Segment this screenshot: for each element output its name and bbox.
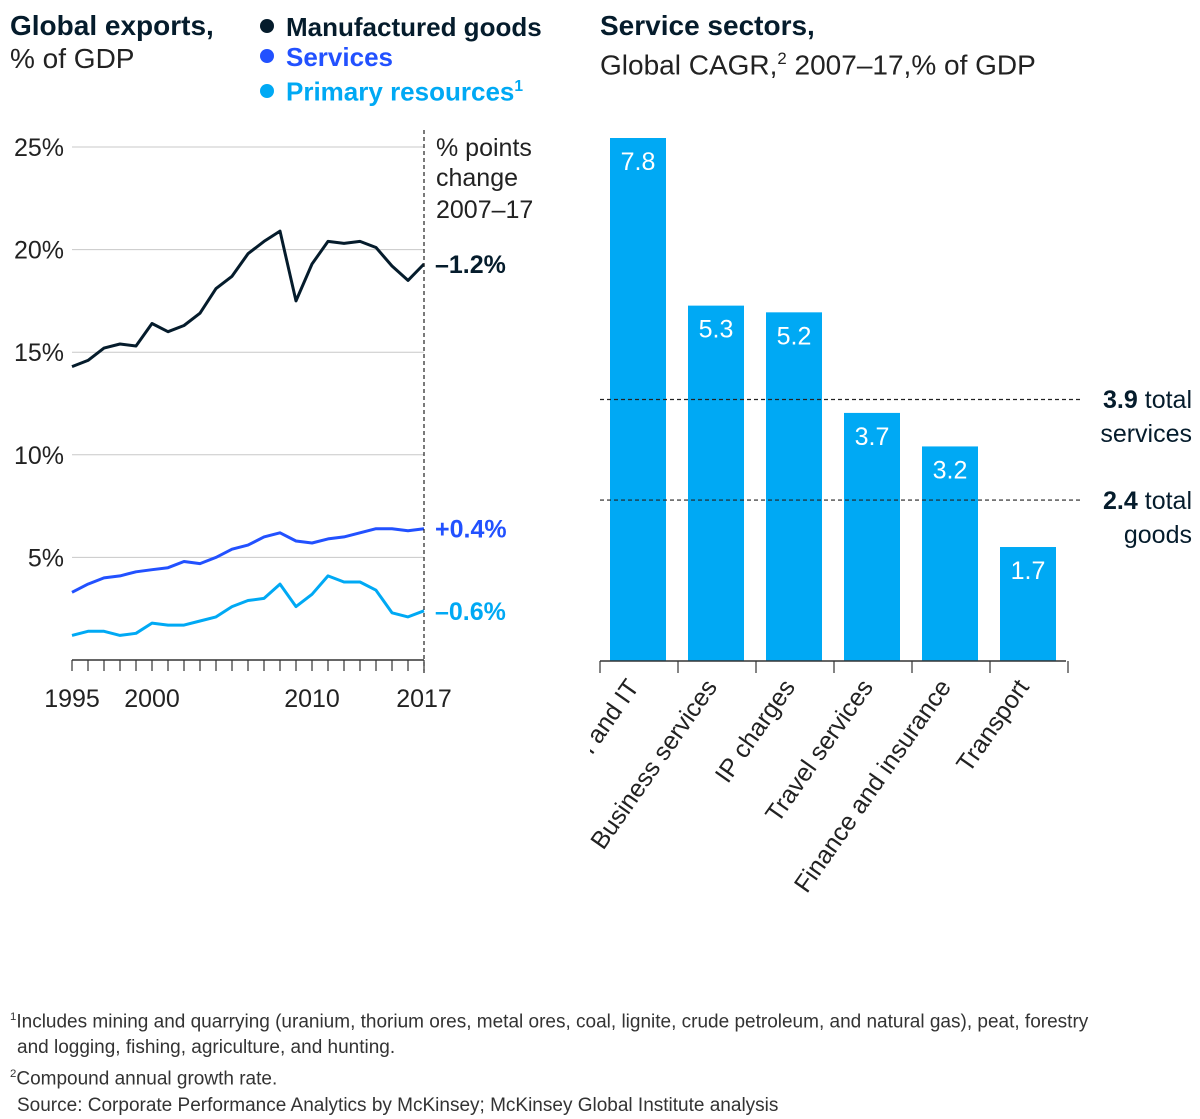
bar-value-label: 1.7 (1011, 557, 1046, 585)
bar-chart-reference-lines (600, 398, 1080, 501)
right-chart-header: Service sectors, Global CAGR,2 2007–17,%… (600, 10, 1036, 82)
bar-value-label: 5.3 (699, 316, 734, 344)
legend-label: Services (286, 42, 393, 72)
x-tick-label: 2010 (284, 685, 340, 713)
ref-goods-label: 2.4 total (1103, 487, 1192, 515)
legend-dot-icon (260, 83, 274, 98)
bar-value-label: 7.8 (621, 148, 656, 176)
source-note: Source: Corporate Performance Analytics … (17, 1094, 779, 1116)
left-chart-subtitle: % of GDP (10, 43, 135, 74)
category-label: Finance and insurance (789, 674, 957, 897)
footnote-marker: 1 (514, 78, 524, 95)
y-tick-label: 20% (14, 237, 64, 265)
line-chart-x-ticks: 1995 2000 2010 2017 (44, 660, 452, 713)
x-tick-label: 1995 (44, 685, 100, 713)
line-chart-grid: 25% 20% 15% 10% 5% (14, 134, 424, 572)
change-header-line2: change (436, 164, 518, 192)
series-line-2 (71, 574, 425, 637)
series-line-1 (71, 527, 425, 594)
ref-goods-label-2: goods (1124, 521, 1192, 549)
bar (922, 446, 978, 661)
footnote-marker: 2 (777, 49, 787, 68)
footnotes: 1Includes mining and quarrying (uranium,… (10, 1004, 1195, 1119)
ref-services-label: 3.9 total (1103, 386, 1192, 414)
bar (844, 412, 900, 661)
y-tick-label: 15% (14, 339, 64, 367)
change-header-line3: 2007–17 (436, 196, 533, 224)
footnote-marker: 2 (10, 1068, 17, 1081)
y-tick-label: 5% (28, 544, 64, 572)
bar (688, 305, 744, 661)
footnote-1-cont: and logging, fishing, agriculture, and h… (17, 1037, 396, 1059)
legend-label: Primary resources (286, 76, 515, 107)
x-tick-label: 2000 (124, 685, 180, 713)
footnote-2: 2Compound annual growth rate. (10, 1061, 1195, 1092)
bar-chart: 7.8 5.3 5.2 3.7 3.2 1.7 Telecom and ITBusines… (590, 138, 1192, 898)
change-value-1: +0.4% (435, 516, 507, 544)
change-value-0: –1.2% (435, 251, 506, 279)
footnote-marker: 1 (10, 1011, 17, 1023)
left-chart-title: Global exports, (10, 10, 214, 41)
right-chart-subtitle: Global CAGR,2 2007–17,% of GDP (600, 42, 1036, 82)
footnote-1: 1Includes mining and quarrying (uranium,… (10, 1004, 1195, 1035)
legend-item-manufactured: Manufactured goods (260, 12, 542, 42)
bar (766, 312, 822, 661)
change-values: –1.2% +0.4% –0.6% (435, 251, 507, 626)
series-line-0 (71, 229, 426, 368)
line-chart: 25% 20% 15% 10% 5% 1995 2000 2010 2017 % points… (14, 130, 533, 713)
subtitle-text: Global CAGR, (600, 49, 778, 81)
ref-services-label-2: services (1100, 420, 1192, 448)
subtitle-rest: 2007–17,% of GDP (786, 49, 1036, 81)
change-header-line1: % points (436, 134, 532, 162)
y-tick-label: 25% (14, 134, 64, 162)
change-value-2: –0.6% (435, 598, 506, 626)
bar-value-label: 3.2 (933, 456, 968, 484)
footnote-1-text: Includes mining and quarrying (uranium, … (16, 1011, 1089, 1033)
legend-item-services: Services (260, 42, 542, 72)
line-chart-series (71, 229, 426, 637)
category-label: Transport (951, 674, 1035, 777)
footnote-2-text: Compound annual growth rate. (16, 1068, 278, 1090)
legend-label: Manufactured goods (286, 12, 542, 42)
legend-item-primary: Primary resources1 (260, 72, 542, 107)
legend-dot-icon (260, 49, 274, 63)
right-chart-title: Service sectors, (600, 10, 815, 41)
bar-value-label: 5.2 (777, 322, 812, 350)
x-tick-label: 2017 (396, 685, 452, 713)
left-chart-header: Global exports, % of GDP (10, 10, 214, 76)
bar-value-label: 3.7 (855, 423, 890, 451)
y-tick-label: 10% (14, 442, 64, 470)
legend: Manufactured goods Services Primary reso… (260, 12, 542, 107)
bar (1000, 547, 1056, 661)
legend-dot-icon (260, 19, 274, 33)
